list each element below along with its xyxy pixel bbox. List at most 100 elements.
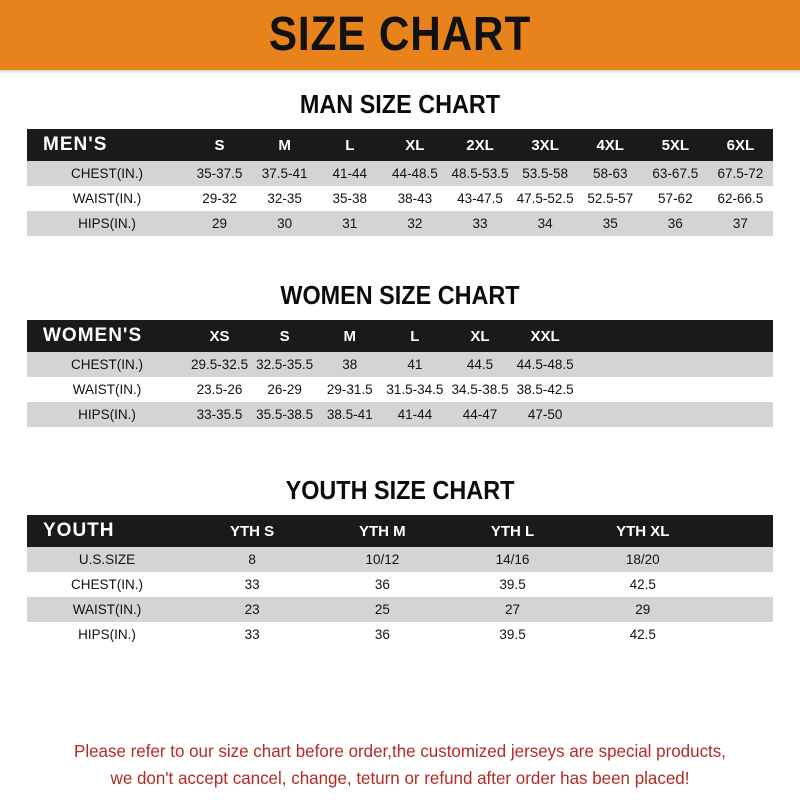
order-policy-note: Please refer to our size chart before or…	[12, 738, 788, 792]
table-cell: 39.5	[447, 622, 578, 647]
table-cell: 14/16	[447, 547, 578, 572]
table-cell: 36	[317, 572, 448, 597]
table-cell: 63-67.5	[642, 161, 708, 186]
table-cell-spacer	[707, 572, 773, 597]
table-cell: 39.5	[447, 572, 578, 597]
table-cell: YTH XL	[577, 515, 708, 547]
table-cell: 33	[187, 572, 318, 597]
table-row: YOUTH YTH S YTH M YTH L YTH XL	[27, 515, 773, 547]
table-cell: 29-31.5	[317, 377, 383, 402]
table-cell: 57-62	[642, 186, 708, 211]
row-label: WAIST(IN.)	[27, 597, 187, 622]
table-cell: XL	[382, 129, 448, 161]
table-cell: 32-35	[252, 186, 318, 211]
row-label: WAIST(IN.)	[27, 186, 187, 211]
size-chart-section: YOUTH SIZE CHART YOUTH YTH S YTH M YTH L YTH …	[0, 449, 800, 661]
table-cell: M	[252, 129, 318, 161]
table-cell: 44.5	[447, 352, 513, 377]
table-cell: M	[317, 320, 383, 352]
size-chart-sections: MAN SIZE CHART MEN'S S M L XL 2XL 3XL 4XL 5XL 6XL C…	[0, 73, 800, 661]
table-row: HIPS(IN.) 33 36 39.5 42.5	[27, 622, 773, 647]
table-cell: 32	[382, 211, 448, 236]
section-title: MAN SIZE CHART	[299, 89, 501, 119]
table-row: HIPS(IN.) 33-35.5 35.5-38.5 38.5-41 41-44 44-…	[27, 402, 773, 427]
table-cell: L	[317, 129, 383, 161]
table-cell: 29.5-32.5	[187, 352, 253, 377]
table-cell: 33-35.5	[187, 402, 253, 427]
table-row: WAIST(IN.) 29-32 32-35 35-38 38-43 43-47.5 47.…	[27, 186, 773, 211]
table-cell: 23.5-26	[187, 377, 253, 402]
table-header-label: MEN'S	[27, 129, 187, 161]
table-cell: 36	[642, 211, 708, 236]
table-row: WOMEN'S XS S M L XL XXL	[27, 320, 773, 352]
table-cell: 34	[512, 211, 578, 236]
table-cell: 67.5-72	[707, 161, 773, 186]
row-label: WAIST(IN.)	[27, 377, 187, 402]
table-cell: 44-48.5	[382, 161, 448, 186]
table-row: WAIST(IN.) 23 25 27 29	[27, 597, 773, 622]
table-row: CHEST(IN.) 33 36 39.5 42.5	[27, 572, 773, 597]
table-cell: 53.5-58	[512, 161, 578, 186]
table-cell: 5XL	[642, 129, 708, 161]
table-cell: 52.5-57	[577, 186, 643, 211]
table-cell: 37.5-41	[252, 161, 318, 186]
table-cell-spacer	[707, 547, 773, 572]
table-cell: 29	[577, 597, 708, 622]
table-cell: 30	[252, 211, 318, 236]
table-cell: 41-44	[382, 402, 448, 427]
table-row: WAIST(IN.) 23.5-26 26-29 29-31.5 31.5-34.5 34…	[27, 377, 773, 402]
size-table: YOUTH YTH S YTH M YTH L YTH XL U.S.SIZE 8 10/12…	[27, 515, 773, 647]
table-row: CHEST(IN.) 35-37.5 37.5-41 41-44 44-48.5 48.5…	[27, 161, 773, 186]
size-table: WOMEN'S XS S M L XL XXL CHEST(IN.) 29.5-32.5 32.5…	[27, 320, 773, 427]
row-label: CHEST(IN.)	[27, 572, 187, 597]
table-cell: XS	[187, 320, 253, 352]
table-cell: XL	[447, 320, 513, 352]
table-cell-spacer	[707, 597, 773, 622]
table-row: CHEST(IN.) 29.5-32.5 32.5-35.5 38 41 44.5 44.5…	[27, 352, 773, 377]
table-cell: YTH M	[317, 515, 448, 547]
table-cell-spacer	[577, 320, 773, 352]
table-row: MEN'S S M L XL 2XL 3XL 4XL 5XL 6XL	[27, 129, 773, 161]
table-cell: YTH S	[187, 515, 318, 547]
table-cell: 10/12	[317, 547, 448, 572]
page-title: SIZE CHART	[268, 8, 532, 61]
table-cell: 2XL	[447, 129, 513, 161]
table-cell: 31.5-34.5	[382, 377, 448, 402]
header-banner: SIZE CHART	[0, 0, 800, 70]
table-cell: 33	[187, 622, 318, 647]
size-chart-section: WOMEN SIZE CHART WOMEN'S XS S M L XL XXL CHEST(I…	[0, 258, 800, 449]
table-cell: 41-44	[317, 161, 383, 186]
table-cell: L	[382, 320, 448, 352]
note-line-2: we don't accept cancel, change, teturn o…	[110, 767, 690, 788]
section-title: WOMEN SIZE CHART	[280, 280, 520, 310]
table-cell: XXL	[512, 320, 578, 352]
row-label: CHEST(IN.)	[27, 161, 187, 186]
table-cell: 42.5	[577, 622, 708, 647]
table-cell-spacer	[577, 402, 773, 427]
table-cell: 47-50	[512, 402, 578, 427]
table-cell: 37	[707, 211, 773, 236]
table-cell: 23	[187, 597, 318, 622]
table-cell-spacer	[577, 352, 773, 377]
row-label: U.S.SIZE	[27, 547, 187, 572]
table-header-label: WOMEN'S	[27, 320, 187, 352]
table-cell: 26-29	[252, 377, 318, 402]
table-row: U.S.SIZE 8 10/12 14/16 18/20	[27, 547, 773, 572]
table-cell: YTH L	[447, 515, 578, 547]
row-label: CHEST(IN.)	[27, 352, 187, 377]
table-cell: 35	[577, 211, 643, 236]
table-cell: 34.5-38.5	[447, 377, 513, 402]
row-label: HIPS(IN.)	[27, 622, 187, 647]
table-cell: 41	[382, 352, 448, 377]
table-cell: 29	[187, 211, 253, 236]
table-cell: 4XL	[577, 129, 643, 161]
table-cell: 8	[187, 547, 318, 572]
row-label: HIPS(IN.)	[27, 211, 187, 236]
table-cell: 38	[317, 352, 383, 377]
table-cell: 6XL	[707, 129, 773, 161]
table-cell: 33	[447, 211, 513, 236]
table-cell: 43-47.5	[447, 186, 513, 211]
table-cell: 25	[317, 597, 448, 622]
size-table: MEN'S S M L XL 2XL 3XL 4XL 5XL 6XL CHEST(IN.) 35-37…	[27, 129, 773, 236]
